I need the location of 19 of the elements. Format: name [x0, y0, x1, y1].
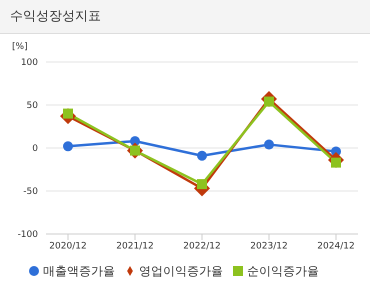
point [264, 140, 274, 150]
legend-label: 매출액증가율 [43, 264, 115, 278]
x-tick-label: 2023/12 [250, 241, 288, 252]
x-tick-label: 2020/12 [49, 241, 87, 252]
y-tick-label: 100 [20, 58, 38, 68]
point [63, 141, 73, 152]
legend-label: 영업이익증가율 [139, 264, 223, 278]
legend-label: 순이익증가율 [247, 264, 319, 278]
y-tick-label: 50 [26, 101, 38, 112]
y-tick-label: -50 [23, 187, 38, 198]
y-axis-title: [%] [12, 42, 28, 52]
point [197, 150, 207, 161]
chart-title: 수익성장성지표 [0, 0, 370, 34]
y-tick-label: 0 [32, 144, 38, 154]
x-tick-label: 2022/12 [183, 241, 221, 252]
y-tick-label: -100 [18, 230, 38, 240]
x-tick-label: 2021/12 [116, 241, 154, 252]
point [197, 179, 207, 190]
x-tick-label: 2024/12 [317, 241, 355, 252]
